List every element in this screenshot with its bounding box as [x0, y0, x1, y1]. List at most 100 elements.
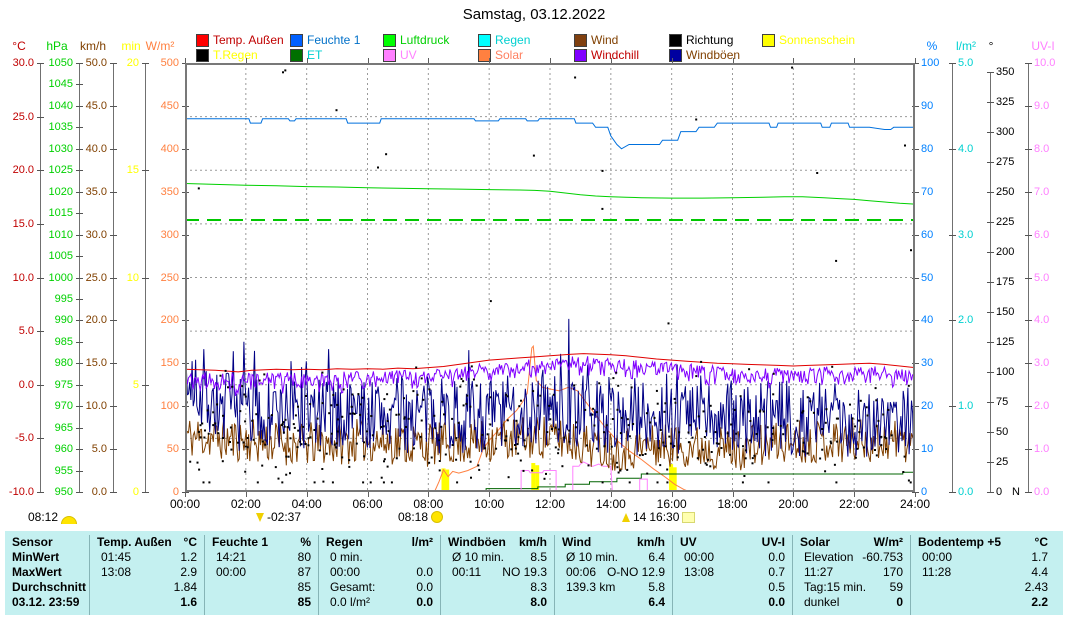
moonrise-sunset-marker: 14 16:30: [622, 510, 696, 524]
uv-cell-value: 0.5: [768, 580, 785, 594]
table-cell-solar: dunkel 0: [793, 595, 910, 610]
pressure-axis-tick-label: 985: [54, 336, 73, 348]
direction-axis-tick-label: 75: [996, 396, 1009, 408]
direction-axis-tick: [987, 282, 994, 283]
solar-legend-label: Solar: [495, 48, 524, 62]
solar-axis-unit: W/m²: [145, 39, 175, 53]
pressure-axis-tick-label: 960: [54, 443, 73, 455]
pressure-axis-tick: [76, 235, 83, 236]
chart-plot: [185, 63, 915, 492]
temp-axis-unit: °C: [12, 39, 26, 53]
table-col-bodentemp: Bodentemp +5 °C 00:00 1.7 11:28 4.4 2.43 2.2: [910, 535, 1055, 615]
humidity-axis-tick: [912, 63, 919, 64]
palesun-icon: [682, 511, 696, 523]
x-tick-label: 02:00: [230, 497, 261, 511]
rain-axis-tick-label: 0.0: [958, 486, 974, 498]
x-tick-label: 18:00: [717, 497, 748, 511]
luftdruck-legend-label: Luftdruck: [400, 33, 450, 47]
humidity-axis-tick-label: 0: [921, 486, 928, 498]
table-cell-uv: 0.5: [673, 580, 792, 595]
humidity-axis-tick-label: 100: [921, 57, 940, 69]
sunrise-text: 08:18: [398, 510, 429, 524]
solar-axis-tick-label: 450: [160, 100, 179, 112]
table-cell-windboeen: 8.0: [441, 595, 554, 610]
rain-axis-unit: l/m²: [956, 39, 976, 53]
windboeen-cell-value: NO 19.3: [502, 565, 547, 579]
table-cell-solar: 11:27 170: [793, 565, 910, 580]
wind-speed-axis-tick: [110, 278, 117, 279]
uv-axis-tick: [1025, 278, 1032, 279]
uv-axis-unit: UV-I: [1031, 39, 1055, 53]
moonrise-sunset-text: 14: [633, 510, 647, 524]
x-tick-mark-top: [854, 58, 855, 63]
pressure-axis-tick-label: 980: [54, 357, 73, 369]
table-cell-regen: 0 min.: [319, 550, 440, 565]
pressure-axis-tick: [76, 127, 83, 128]
temp-cell-label: 13:08: [101, 565, 132, 579]
sunshine-axis-tick: [142, 170, 149, 171]
uv-legend-label: UV: [400, 48, 417, 62]
x-tick-label: 00:00: [169, 497, 201, 511]
rain-axis-tick: [949, 492, 956, 493]
rain-axis-tick: [949, 149, 956, 150]
solar-axis-tick-label: 250: [160, 272, 179, 284]
x-tick-label: 12:00: [534, 497, 566, 511]
legend-item-t-regen: T.Regen: [196, 48, 258, 62]
wind-cell-value: 6.4: [648, 550, 665, 564]
table-cell-feuchte: 85: [205, 580, 318, 595]
wind-speed-axis-tick: [110, 363, 117, 364]
sonnenschein-legend-swatch: [762, 33, 775, 47]
x-tick-mark: [854, 492, 855, 497]
solar-axis-tick-label: 50: [166, 443, 179, 455]
pressure-axis-tick-label: 995: [54, 293, 73, 305]
bodentemp-title: Bodentemp +5: [918, 535, 1002, 549]
richtung-legend-label: Richtung: [686, 33, 734, 47]
solar-axis-tick-label: 400: [160, 143, 179, 155]
direction-axis-tick: [987, 312, 994, 313]
legend-item-uv: UV: [383, 48, 417, 62]
regen-cell-value: 0.0: [416, 565, 433, 579]
bodentemp-cell-label: [918, 580, 922, 595]
x-tick-mark: [307, 492, 308, 497]
table-cell-regen: 00:00 0.0: [319, 565, 440, 580]
moonset-marker: -02:37: [256, 510, 301, 524]
feuchte-cell-label: [212, 595, 216, 610]
direction-axis-tick-label: 0: [996, 486, 1003, 498]
table-header-uv: UV UV-I: [673, 535, 792, 550]
bodentemp-cell-value: 1.7: [1031, 550, 1048, 564]
solar-axis-tick-label: 100: [160, 400, 179, 412]
windchill-legend-label: Windchill: [591, 48, 640, 62]
humidity-axis-unit: %: [926, 39, 938, 53]
feuchte-cell-value: 80: [297, 550, 311, 564]
pressure-axis-tick: [76, 213, 83, 214]
uv-axis-tick-label: 0.0: [1034, 486, 1050, 498]
wind-speed-axis-line: [113, 63, 114, 492]
regen-cell-label: 0 min.: [330, 550, 363, 564]
table-cell-solar: Elevation -60.753: [793, 550, 910, 565]
wind-speed-axis-tick: [110, 63, 117, 64]
sonnenschein-legend-label: Sonnenschein: [779, 33, 856, 47]
x-tick-label: 24:00: [899, 497, 931, 511]
solar-cell-value: 59: [889, 580, 903, 594]
table-cell-temp: 01:45 1.2: [90, 550, 204, 565]
uv-axis-tick: [1025, 235, 1032, 236]
pressure-axis-tick-label: 1010: [48, 229, 73, 241]
wind-cell-label: Ø 10 min.: [566, 550, 619, 564]
feuchte-title: Feuchte 1: [212, 535, 269, 549]
legend-item-regen: Regen: [478, 33, 530, 47]
uv-cell-label: [680, 580, 684, 595]
regen-cell-value: 0.0: [416, 580, 433, 594]
series-Sonnenschein-bar: [441, 468, 446, 492]
uv-cell-label: 13:08: [684, 565, 715, 579]
sunrise-left-marker: 08:12: [28, 510, 78, 524]
uv-axis-tick-label: 7.0: [1034, 186, 1050, 198]
x-tick-mark-top: [307, 58, 308, 63]
uv-axis-tick: [1025, 320, 1032, 321]
table-cell-uv: 13:08 0.7: [673, 565, 792, 580]
temp-aussen-legend-label: Temp. Außen: [213, 33, 284, 47]
wind-speed-axis-tick: [110, 235, 117, 236]
rain-axis-tick: [949, 320, 956, 321]
wind-speed-axis-tick-label: 10.0: [85, 400, 107, 412]
series-Sonnenschein-bar: [672, 467, 677, 492]
regen-title: Regen: [326, 535, 363, 549]
